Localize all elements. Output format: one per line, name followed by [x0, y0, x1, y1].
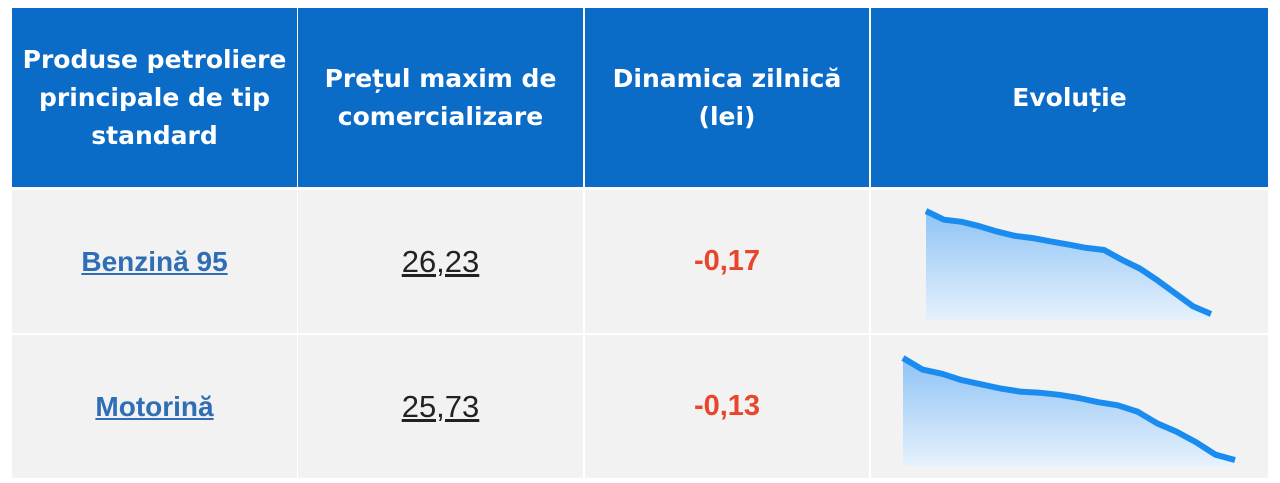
- change: -0,17: [693, 245, 761, 277]
- change: -0,13: [693, 390, 761, 422]
- header-cell: Produse petroliere principale de tip sta…: [12, 8, 297, 187]
- cell: Motorină: [12, 335, 297, 478]
- cell: -0,13: [585, 335, 869, 478]
- sparkline-area: [903, 358, 1235, 466]
- sparkline: [901, 355, 1236, 463]
- sparkline: [924, 208, 1213, 317]
- product-link[interactable]: Motorină: [95, 390, 214, 422]
- cell: 26,23: [298, 190, 583, 333]
- sparkline-area: [926, 211, 1211, 320]
- product-link[interactable]: Benzină 95: [81, 245, 228, 277]
- cell: Benzină 95: [12, 190, 297, 333]
- cell: 25,73: [298, 335, 583, 478]
- header-cell: Prețul maxim de comercializare: [298, 8, 583, 187]
- header-cell: Evoluție: [871, 8, 1268, 187]
- price: 26,23: [401, 243, 480, 279]
- header-cell: Dinamica zilnică (lei): [585, 8, 869, 187]
- cell: -0,17: [585, 190, 869, 333]
- price: 25,73: [401, 388, 480, 424]
